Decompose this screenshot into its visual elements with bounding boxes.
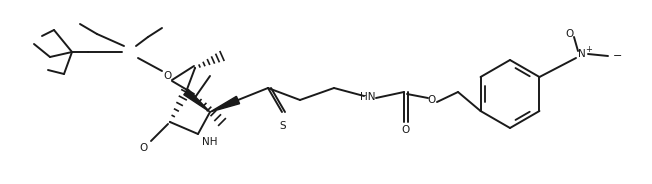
Text: O: O — [566, 29, 574, 39]
Text: HN: HN — [361, 92, 376, 102]
Text: O: O — [163, 71, 171, 81]
Polygon shape — [184, 89, 210, 112]
Text: O: O — [140, 143, 148, 153]
Text: N: N — [578, 49, 586, 59]
Text: O: O — [402, 125, 410, 135]
Text: −: − — [614, 51, 623, 61]
Polygon shape — [210, 96, 239, 112]
Text: NH: NH — [202, 137, 218, 147]
Text: +: + — [585, 45, 593, 54]
Text: O: O — [428, 95, 436, 105]
Text: S: S — [280, 121, 286, 131]
